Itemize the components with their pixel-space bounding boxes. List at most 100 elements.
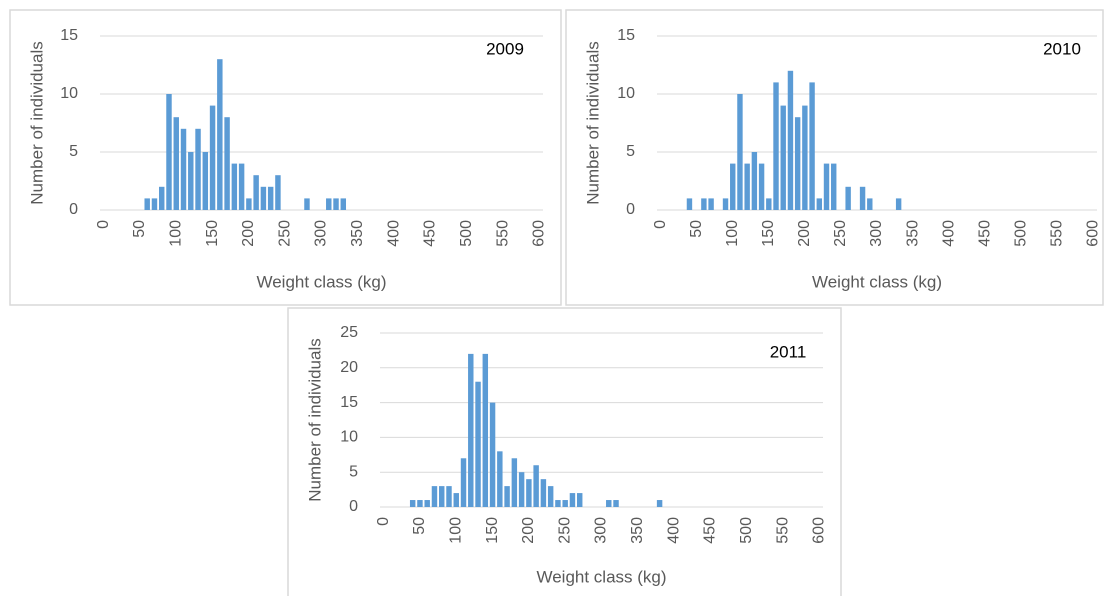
bar: [562, 500, 568, 507]
x-tick-label: 400: [665, 517, 682, 544]
x-tick-label: 400: [385, 220, 402, 247]
x-axis-title: Weight class (kg): [256, 272, 386, 291]
x-tick-label: 100: [724, 220, 741, 247]
bar: [730, 163, 736, 210]
y-tick-label: 5: [349, 463, 358, 480]
x-tick-label: 550: [1049, 220, 1066, 247]
bar: [867, 198, 873, 210]
bar: [489, 402, 496, 507]
bar: [831, 163, 837, 210]
bar: [518, 472, 525, 507]
bar: [431, 486, 438, 507]
x-tick-label: 350: [904, 220, 921, 247]
bar: [569, 493, 576, 507]
bar: [722, 198, 729, 210]
bar: [859, 186, 866, 210]
bar: [547, 486, 554, 507]
x-tick-label: 200: [520, 517, 537, 544]
bar: [758, 163, 765, 210]
bar: [802, 105, 808, 210]
bar: [453, 493, 459, 507]
bar: [340, 198, 347, 210]
bar: [845, 186, 851, 210]
x-axis-title: Weight class (kg): [536, 567, 666, 586]
x-tick-label: 100: [167, 220, 184, 247]
y-tick-label: 15: [340, 394, 358, 411]
x-tick-label: 150: [484, 517, 501, 544]
bar: [744, 163, 750, 210]
x-tick-label: 450: [976, 220, 993, 247]
x-tick-label: 150: [760, 220, 777, 247]
x-tick-label: 350: [349, 220, 366, 247]
y-tick-label: 0: [626, 201, 635, 218]
bar: [460, 458, 467, 507]
y-axis-title: Number of individuals: [583, 41, 602, 204]
bar: [686, 198, 693, 210]
x-tick-label: 150: [204, 220, 221, 247]
bar: [304, 198, 310, 210]
x-tick-label: 100: [447, 517, 464, 544]
bar: [144, 198, 150, 210]
bar: [809, 82, 815, 210]
bar: [773, 82, 779, 210]
x-tick-label: 300: [593, 517, 610, 544]
y-tick-label: 10: [617, 85, 635, 102]
x-axis-title: Weight class (kg): [812, 272, 942, 291]
bar: [246, 198, 252, 210]
x-tick-label: 250: [276, 220, 293, 247]
bar: [173, 117, 179, 210]
panel-frame: [9, 9, 562, 306]
x-tick-label: 250: [832, 220, 849, 247]
panel-year: 2011: [770, 342, 807, 361]
bar: [217, 59, 223, 211]
bar: [439, 486, 445, 507]
x-tick-label: 0: [375, 517, 392, 526]
bar: [816, 198, 822, 210]
x-tick-label: 300: [313, 220, 330, 247]
bar: [895, 198, 902, 210]
y-tick-label: 10: [340, 429, 358, 446]
bar: [533, 465, 539, 507]
y-axis-title: Number of individuals: [27, 41, 46, 204]
bar: [224, 117, 230, 210]
x-tick-label: 50: [411, 517, 428, 535]
bar: [333, 198, 339, 210]
bar: [497, 451, 503, 507]
bar: [202, 152, 209, 210]
bar: [231, 163, 238, 210]
bar: [159, 186, 165, 210]
x-tick-label: 250: [556, 517, 573, 544]
y-tick-label: 15: [60, 27, 78, 44]
bar: [475, 381, 481, 507]
bar: [180, 128, 187, 210]
bar: [424, 500, 430, 507]
x-tick-label: 600: [531, 220, 548, 247]
bar: [209, 105, 216, 210]
bar: [555, 500, 561, 507]
y-tick-label: 5: [626, 143, 635, 160]
bar: [751, 152, 758, 210]
bar: [417, 500, 423, 507]
y-tick-label: 0: [69, 201, 78, 218]
bar: [482, 353, 489, 507]
bar: [787, 70, 794, 210]
bar: [656, 500, 663, 507]
panel-year: 2010: [1043, 39, 1081, 58]
x-tick-label: 550: [774, 517, 791, 544]
y-tick-label: 10: [60, 85, 78, 102]
bar: [708, 198, 714, 210]
bar: [766, 198, 772, 210]
y-tick-label: 15: [617, 27, 635, 44]
bar: [576, 493, 583, 507]
x-tick-label: 300: [868, 220, 885, 247]
x-tick-label: 500: [738, 517, 755, 544]
bar: [326, 198, 332, 210]
x-tick-label: 500: [458, 220, 475, 247]
bar: [260, 186, 267, 210]
bar: [151, 198, 158, 210]
x-tick-label: 600: [1085, 220, 1102, 247]
bar: [253, 175, 259, 210]
bar: [540, 479, 547, 507]
bar: [701, 198, 707, 210]
bar: [780, 105, 786, 210]
